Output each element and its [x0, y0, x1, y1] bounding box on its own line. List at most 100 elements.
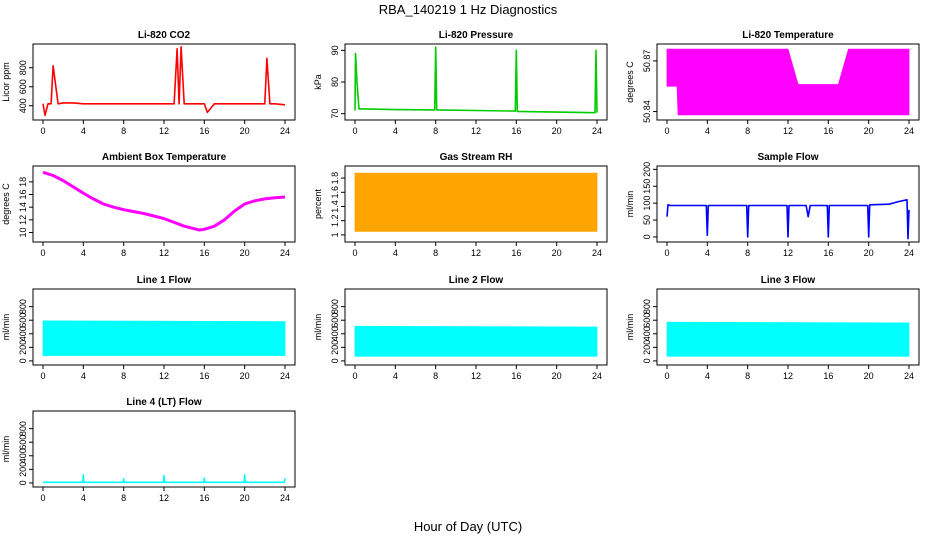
series-line — [43, 474, 286, 484]
x-tick-label: 8 — [745, 371, 750, 381]
x-tick-label: 24 — [904, 371, 914, 381]
y-tick-label: 600 — [330, 313, 340, 328]
x-tick-label: 24 — [592, 371, 602, 381]
y-tick-label: 0 — [330, 358, 340, 363]
panel-title: Li-820 CO2 — [138, 30, 191, 41]
y-tick-label: 1.2 — [330, 214, 340, 227]
panel-7: Line 2 Flow ml/min 0 4 8 12 16 20 24 0 20040060080… — [313, 275, 608, 381]
y-tick-label: 200 — [18, 340, 28, 355]
y-axis-label: kPa — [313, 74, 323, 90]
series-line — [42, 46, 286, 117]
x-tick-label: 0 — [664, 248, 669, 258]
x-tick-label: 20 — [240, 371, 250, 381]
panel-3: Ambient Box Temperature degrees C 0 4 8 12 16 2… — [1, 152, 296, 258]
y-axis-label: ml/min — [1, 314, 11, 341]
x-tick-label: 4 — [705, 126, 710, 136]
series-marks — [354, 46, 598, 114]
x-tick-label: 8 — [745, 248, 750, 258]
series-line — [354, 46, 598, 114]
series-marks — [42, 170, 286, 232]
y-tick-label: 90 — [330, 45, 340, 55]
y-tick-label: 12 — [18, 215, 28, 225]
x-axis-label: Hour of Day (UTC) — [414, 519, 522, 534]
x-tick-label: 20 — [864, 371, 874, 381]
x-tick-label: 12 — [159, 493, 169, 503]
x-tick-label: 0 — [352, 371, 357, 381]
x-tick-label: 0 — [664, 371, 669, 381]
x-tick-label: 12 — [159, 248, 169, 258]
series-line — [666, 199, 910, 240]
panel-5: Sample Flow ml/min 0 4 8 12 16 20 24 0 50 100 150 200 — [625, 152, 920, 258]
x-tick-label: 0 — [40, 493, 45, 503]
x-tick-label: 20 — [240, 126, 250, 136]
y-tick-label: 18 — [18, 177, 28, 187]
x-tick-label: 12 — [783, 126, 793, 136]
y-tick-label: 600 — [18, 79, 28, 94]
series-marks — [666, 199, 910, 240]
x-tick-label: 20 — [864, 126, 874, 136]
y-tick-label: 100 — [642, 196, 652, 211]
y-tick-label: 600 — [18, 313, 28, 328]
figure-title: RBA_140219 1 Hz Diagnostics — [379, 2, 558, 17]
x-tick-label: 12 — [783, 248, 793, 258]
y-tick-label: 400 — [18, 98, 28, 113]
x-tick-label: 8 — [433, 371, 438, 381]
x-tick-label: 16 — [511, 248, 521, 258]
y-tick-label: 600 — [642, 313, 652, 328]
x-tick-label: 16 — [511, 126, 521, 136]
series-marks — [354, 325, 598, 357]
x-tick-label: 16 — [199, 493, 209, 503]
y-tick-label: 200 — [330, 340, 340, 355]
x-tick-label: 4 — [393, 126, 398, 136]
panel-title: Li-820 Pressure — [439, 30, 514, 41]
y-tick-label: 10 — [18, 227, 28, 237]
panel-1: Li-820 Pressure kPa 0 4 8 12 16 20 24 70 80 90 — [313, 30, 608, 136]
y-tick-label: 80 — [330, 77, 340, 87]
y-tick-label: 1 — [330, 232, 340, 237]
y-tick-label: 16 — [18, 189, 28, 199]
x-tick-label: 8 — [121, 126, 126, 136]
x-tick-label: 4 — [393, 248, 398, 258]
x-tick-label: 4 — [81, 493, 86, 503]
x-tick-label: 16 — [823, 371, 833, 381]
y-tick-label: 0 — [642, 234, 652, 239]
y-axis-label: ml/min — [1, 436, 11, 463]
y-tick-label: 0 — [18, 480, 28, 485]
x-tick-label: 0 — [352, 248, 357, 258]
panel-6: Line 1 Flow ml/min 0 4 8 12 16 20 24 0 20040060080… — [1, 275, 296, 381]
x-tick-label: 24 — [280, 493, 290, 503]
y-axis-label: degrees C — [625, 61, 635, 103]
x-tick-label: 16 — [511, 371, 521, 381]
x-tick-label: 24 — [280, 126, 290, 136]
series-band — [354, 325, 598, 357]
x-tick-label: 20 — [240, 493, 250, 503]
x-tick-label: 24 — [592, 248, 602, 258]
panel-title: Li-820 Temperature — [742, 30, 834, 41]
panel-title: Line 3 Flow — [761, 275, 816, 286]
series-marks — [42, 320, 286, 356]
x-tick-label: 8 — [433, 126, 438, 136]
x-tick-label: 20 — [864, 248, 874, 258]
x-tick-label: 16 — [823, 126, 833, 136]
x-tick-label: 12 — [783, 371, 793, 381]
y-axis-label: degrees C — [1, 183, 11, 225]
y-tick-label: 200 — [642, 340, 652, 355]
series-line — [42, 170, 286, 232]
x-tick-label: 8 — [745, 126, 750, 136]
x-tick-label: 4 — [705, 248, 710, 258]
x-tick-label: 8 — [121, 248, 126, 258]
plot-frame — [32, 165, 296, 243]
x-tick-label: 24 — [280, 248, 290, 258]
series-marks — [354, 172, 598, 232]
y-tick-label: 400 — [18, 326, 28, 341]
panel-0: Li-820 CO2 Licor ppm 0 4 8 12 16 20 24 400 600 800 — [1, 30, 296, 136]
y-tick-label: 800 — [18, 60, 28, 75]
x-tick-label: 8 — [121, 493, 126, 503]
y-axis-label: percent — [313, 188, 323, 219]
series-band — [354, 172, 598, 232]
y-tick-label: 1.6 — [330, 186, 340, 199]
x-tick-label: 16 — [199, 371, 209, 381]
